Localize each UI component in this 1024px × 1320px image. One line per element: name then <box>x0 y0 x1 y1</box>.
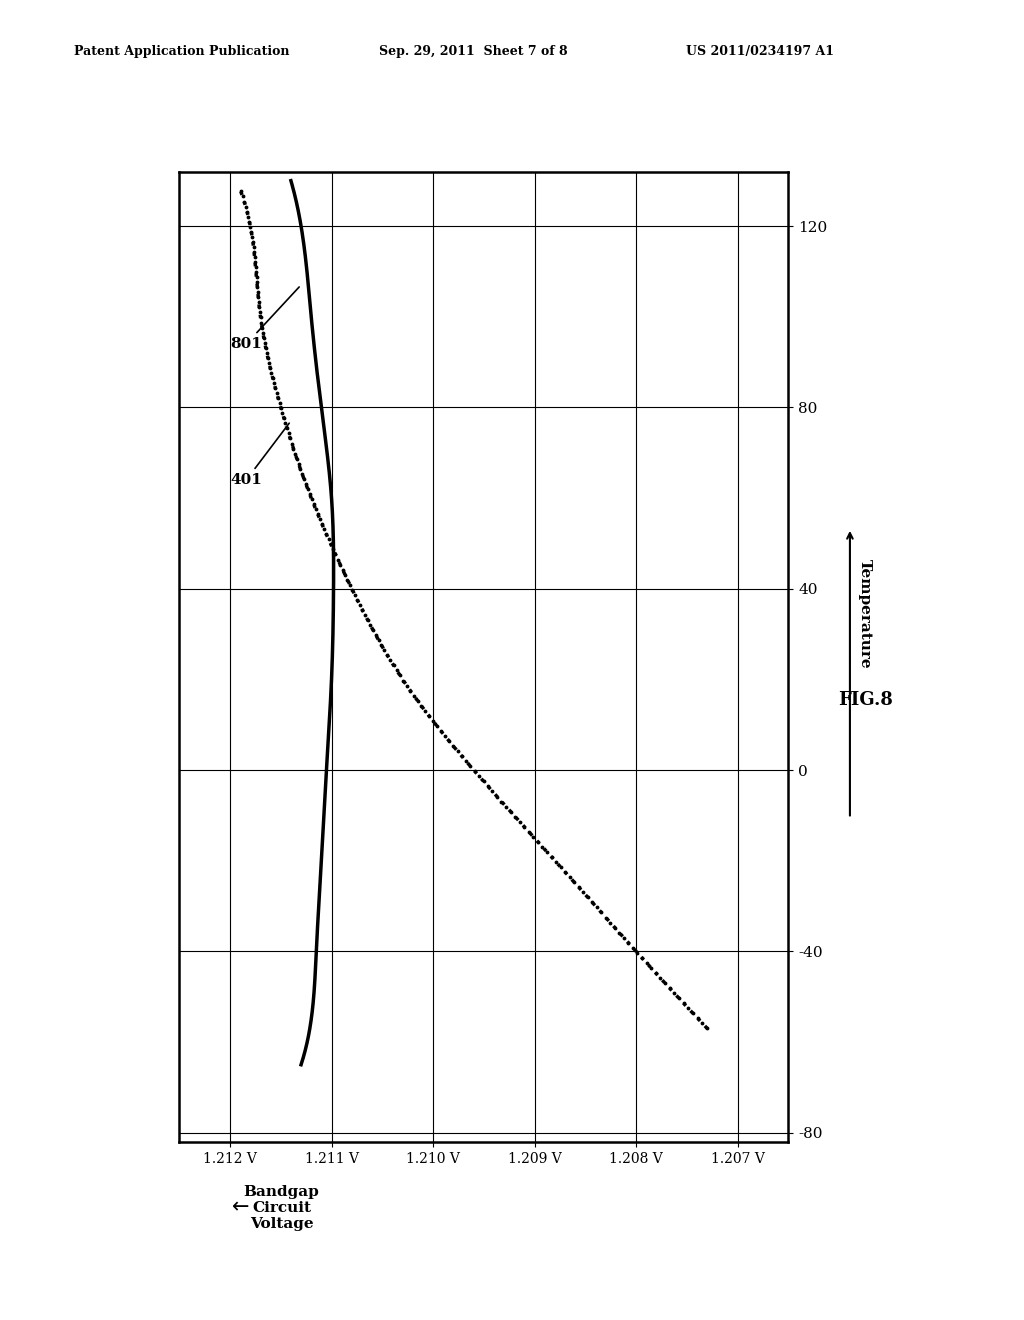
Text: 401: 401 <box>230 424 289 487</box>
Text: Patent Application Publication: Patent Application Publication <box>74 45 289 58</box>
Text: |: | <box>848 655 852 665</box>
Text: Sep. 29, 2011  Sheet 7 of 8: Sep. 29, 2011 Sheet 7 of 8 <box>379 45 567 58</box>
Text: US 2011/0234197 A1: US 2011/0234197 A1 <box>686 45 835 58</box>
Text: FIG.8: FIG.8 <box>838 690 893 709</box>
Text: 801: 801 <box>230 286 299 351</box>
Text: Bandgap
Circuit
Voltage: Bandgap Circuit Voltage <box>244 1184 319 1232</box>
Text: Temperature: Temperature <box>858 558 872 669</box>
Text: ←: ← <box>231 1197 250 1218</box>
